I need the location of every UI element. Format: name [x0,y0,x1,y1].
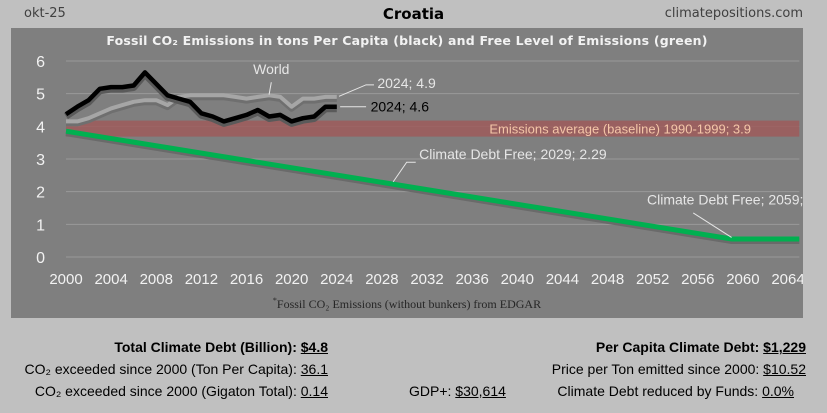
baseline-band [66,120,800,137]
funds-value: 0.0% [762,383,794,399]
exceeded-capita-row: CO₂ exceeded since 2000 (Ton Per Capita)… [25,361,329,377]
chart-footnote: *Fossil CO₂ Emissions (without bunkers) … [11,296,803,312]
price-value: $10.52 [763,361,806,377]
x-tick-label: 2048 [591,271,624,288]
baseline-label: Emissions average (baseline) 1990-1999; … [489,122,751,137]
x-tick-label: 2004 [94,271,127,288]
exceeded-total-row: CO₂ exceeded since 2000 (Gigaton Total):… [35,383,328,399]
y-tick-label: 5 [36,87,45,104]
price-row: Price per Ton emitted since 2000: $10.52 [552,361,806,377]
x-tick-label: 2052 [636,271,669,288]
x-tick-label: 2028 [365,271,398,288]
annotation-world: World [253,61,289,77]
exceeded-capita-label: CO₂ exceeded since 2000 (Ton Per Capita)… [24,361,297,377]
chart-svg: 0 1 2 3 4 5 6 2000 2004 2008 2012 2016 2020 2024 2028 2… [36,54,803,288]
annotation-leader [392,161,416,183]
x-tick-label: 2024 [320,271,353,288]
x-tick-label: 2032 [410,271,443,288]
free-level-line [65,128,800,242]
gdp-row: GDP+: $30,614 [409,383,506,399]
x-tick-label: 2016 [230,271,263,288]
gdp-value: $30,614 [455,383,506,399]
total-debt-label: Total Climate Debt (Billion): [114,339,297,355]
annotation-leader [692,212,732,238]
chart-panel: Fossil CO₂ Emissions in tons Per Capita … [11,28,803,318]
x-tick-label: 2036 [455,271,488,288]
gdp-label: GDP+: [409,383,452,399]
x-tick-label: 2064 [771,271,803,288]
per-capita-debt-value: $1,229 [763,339,806,355]
x-tick-label: 2044 [546,271,579,288]
total-debt-value: $4.8 [300,339,328,355]
y-tick-label: 0 [36,250,45,267]
exceeded-total-label: CO₂ exceeded since 2000 (Gigaton Total): [34,383,297,399]
annotation-debt-free-2029: Climate Debt Free; 2029; 2.29 [419,146,607,162]
y-tick-label: 2 [36,185,45,202]
x-tick-label: 2000 [49,271,82,288]
annotation-leader [268,82,272,95]
country-title: Croatia [382,5,445,23]
site-name: climatepositions.com [664,6,803,21]
annotation-debt-free-2059: Climate Debt Free; 2059; 0.55 [647,192,803,208]
y-tick-label: 6 [36,54,45,71]
x-tick-label: 2012 [185,271,218,288]
x-tick-label: 2060 [726,271,759,288]
y-tick-label: 3 [36,152,45,169]
x-tick-label: 2008 [140,271,173,288]
date-label: okt-25 [24,6,66,21]
chart-title: Fossil CO₂ Emissions in tons Per Capita … [106,33,708,48]
price-label: Price per Ton emitted since 2000: [551,361,760,377]
annotation-croatia-2024: 2024; 4.6 [371,99,430,115]
per-capita-debt-label: Per Capita Climate Debt: [595,339,760,355]
y-tick-label: 4 [36,119,45,136]
y-tick-label: 1 [36,217,45,234]
funds-label: Climate Debt reduced by Funds: [557,383,759,399]
annotation-world-2024: 2024; 4.9 [377,75,436,91]
world-line [66,93,337,124]
exceeded-total-value: 0.14 [300,383,328,399]
croatia-line [64,70,337,124]
exceeded-capita-value: 36.1 [300,361,328,377]
x-tick-label: 2056 [681,271,714,288]
annotation-leader [338,84,374,97]
per-capita-debt-row: Per Capita Climate Debt: $1,229 [596,339,806,355]
x-tick-label: 2040 [501,271,534,288]
x-tick-label: 2020 [275,271,308,288]
footnote-text: Fossil CO₂ Emissions (without bunkers) f… [276,297,542,311]
funds-row: Climate Debt reduced by Funds: 0.0% [557,383,794,399]
total-debt-row: Total Climate Debt (Billion): $4.8 [114,339,328,355]
footnote-marker: * [272,296,277,305]
